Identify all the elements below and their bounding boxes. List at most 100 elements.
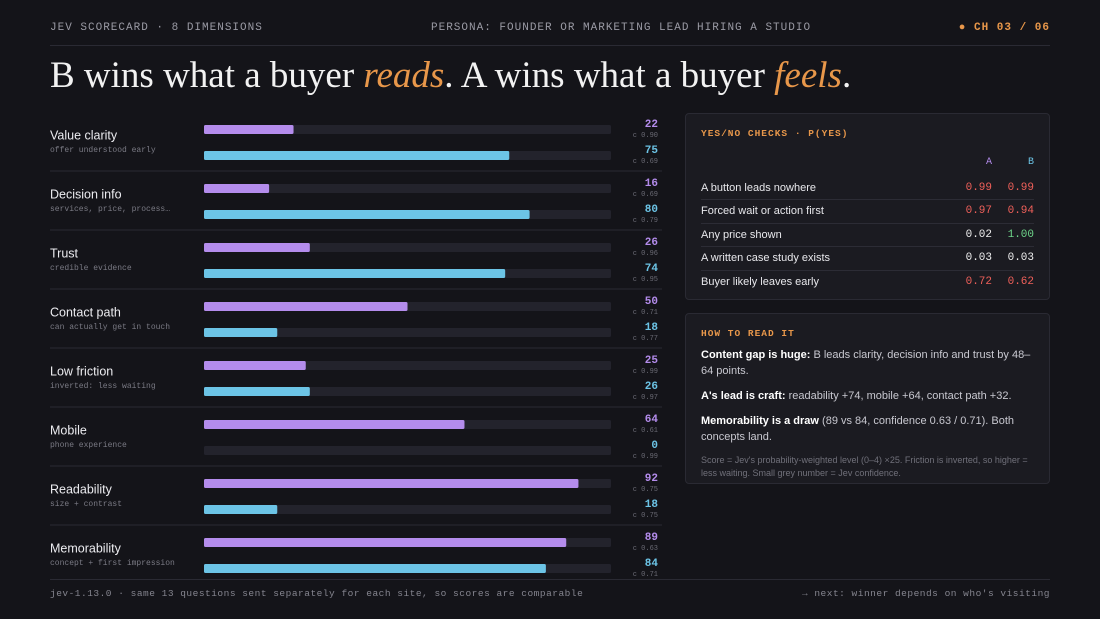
dimension-subtitle: offer understood early — [50, 146, 156, 155]
header-left: JEV SCORECARD · 8 DIMENSIONS — [50, 22, 263, 34]
confidence-label: c 0.90 — [633, 132, 658, 140]
value-label: 75 — [645, 145, 659, 157]
footer-left: jev-1.13.0 · same 13 questions sent sepa… — [50, 588, 584, 599]
confidence-label: c 0.61 — [633, 427, 658, 435]
howto-item: Memorability is a draw (89 vs 84, confid… — [701, 413, 1034, 445]
check-b: 0.62 — [992, 269, 1034, 294]
check-label: Buyer likely leaves early — [701, 269, 950, 294]
col-head: A — [985, 156, 992, 168]
divider — [50, 45, 1050, 46]
value-label: 0 — [651, 440, 658, 452]
howto-lead: Memorability is a draw — [701, 415, 819, 427]
col-head: B — [1027, 156, 1034, 168]
bar-track — [204, 505, 611, 514]
howto-note: Score = Jev's probability-weighted level… — [701, 455, 1028, 478]
dimension-label: Memorability — [50, 541, 122, 555]
dimension-subtitle: concept + first impression — [50, 559, 175, 568]
checks-table: A B A button leads nowhere 0.99 0.99 Forced… — [701, 148, 1034, 294]
dimension-label: Contact path — [50, 305, 121, 319]
bar — [204, 564, 546, 573]
value-label: 89 — [645, 532, 658, 544]
check-a: 0.72 — [950, 269, 992, 294]
value-label: 18 — [645, 322, 659, 334]
confidence-label: c 0.96 — [633, 250, 658, 258]
dimension-label: Readability — [50, 482, 113, 496]
value-label: 74 — [645, 263, 659, 275]
dimension-subtitle: inverted: less waiting — [50, 382, 156, 391]
confidence-label: c 0.99 — [633, 368, 658, 376]
howto-lead: Content gap is huge: — [701, 349, 811, 361]
confidence-label: c 0.71 — [633, 309, 658, 317]
check-a: 0.03 — [950, 246, 992, 270]
howto-text: B leads clarity, decision info and trust… — [701, 349, 1031, 377]
confidence-label: c 0.63 — [633, 545, 658, 553]
dimension-subtitle: phone experience — [50, 441, 127, 450]
check-label: A written case study exists — [701, 246, 950, 270]
confidence-label: c 0.75 — [633, 486, 658, 494]
headline-text: B wins what a buyer — [50, 55, 364, 96]
bar — [204, 210, 530, 219]
bar — [204, 361, 306, 370]
check-label: Any price shown — [701, 222, 950, 247]
headline-text: . A wins what a buyer — [444, 55, 775, 96]
howto-text: (89 vs 84, confidence 0.63 / 0.71). Both… — [701, 415, 1015, 443]
dimension-subtitle: size + contrast — [50, 500, 122, 509]
bar — [204, 125, 294, 134]
confidence-label: c 0.79 — [633, 217, 658, 225]
header-center: PERSONA: FOUNDER OR MARKETING LEAD HIRIN… — [431, 22, 812, 34]
dimension-subtitle: can actually get in touch — [50, 323, 170, 332]
value-label: 16 — [645, 178, 658, 190]
bar — [204, 243, 310, 252]
check-b: 0.94 — [992, 199, 1034, 223]
check-a: 0.99 — [965, 181, 992, 194]
bar — [204, 479, 579, 488]
bar — [204, 505, 278, 514]
bar — [204, 151, 510, 160]
bar — [204, 269, 506, 278]
headline: B wins what a buyer reads. A wins what a… — [50, 54, 851, 97]
check-b: 0.99 — [1007, 181, 1034, 194]
howto-text: readability +74, mobile +64, contact pat… — [785, 390, 1012, 402]
dimension-label: Mobile — [50, 423, 87, 437]
value-label: 18 — [645, 499, 659, 511]
value-label: 92 — [645, 473, 658, 485]
check-b: 1.00 — [992, 222, 1034, 247]
value-label: 50 — [645, 296, 658, 308]
bar — [204, 538, 567, 547]
value-label: 25 — [645, 355, 659, 367]
confidence-label: c 0.69 — [633, 158, 658, 166]
bar — [204, 387, 310, 396]
panel-title: YES/NO CHECKS · P(YES) — [701, 128, 849, 139]
confidence-label: c 0.75 — [633, 512, 658, 520]
howto-panel: HOW TO READ IT Content gap is huge: B le… — [685, 313, 1050, 484]
checks-panel: YES/NO CHECKS · P(YES) A B A button leads… — [685, 113, 1050, 300]
value-label: 26 — [645, 381, 658, 393]
panel-title: HOW TO READ IT — [701, 328, 795, 339]
header-right: ● CH 03 / 06 — [958, 22, 1050, 34]
howto-item: A's lead is craft: readability +74, mobi… — [701, 388, 1034, 404]
value-label: 64 — [645, 414, 659, 426]
dimension-label: Value clarity — [50, 128, 118, 142]
bar-track — [204, 184, 611, 193]
confidence-label: c 0.71 — [633, 571, 658, 579]
bar — [204, 184, 270, 193]
headline-em: feels — [774, 55, 842, 96]
dimension-label: Decision info — [50, 187, 122, 201]
bar-track — [204, 446, 611, 455]
dimension-subtitle: credible evidence — [50, 264, 132, 273]
dimension-label: Low friction — [50, 364, 113, 378]
check-a: 0.02 — [950, 222, 992, 247]
chapter: CH 03 / 06 — [973, 22, 1050, 34]
check-label: A button leads nowhere — [701, 181, 816, 194]
value-label: 84 — [645, 558, 659, 570]
bar-track — [204, 328, 611, 337]
bar — [204, 302, 408, 311]
confidence-label: c 0.95 — [633, 276, 658, 284]
confidence-label: c 0.99 — [633, 453, 658, 461]
check-a: 0.97 — [950, 199, 992, 223]
confidence-label: c 0.97 — [633, 394, 658, 402]
check-label: Forced wait or action first — [701, 199, 950, 223]
dimension-subtitle: services, price, process… — [50, 205, 170, 214]
